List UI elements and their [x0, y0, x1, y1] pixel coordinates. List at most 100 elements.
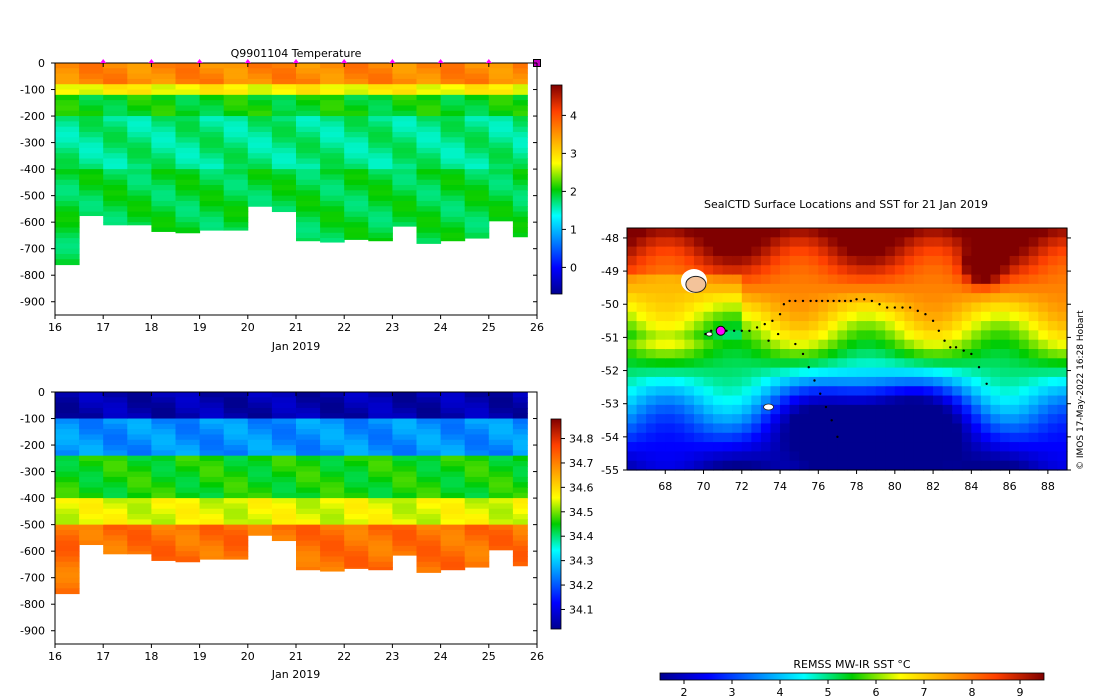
- heatmap-cell: [464, 540, 490, 547]
- sst-cell: [808, 339, 819, 350]
- sst-cell: [894, 330, 905, 341]
- sst-cell: [799, 395, 810, 406]
- sst-cell: [703, 237, 714, 248]
- heatmap-cell: [368, 63, 393, 69]
- sst-cell: [627, 349, 638, 359]
- track-point: [820, 299, 824, 303]
- heatmap-cell: [223, 503, 249, 510]
- sst-cell: [980, 330, 992, 341]
- sst-cell: [732, 432, 743, 443]
- heatmap-cell: [488, 429, 514, 435]
- heatmap-cell: [368, 84, 393, 91]
- sst-cell: [780, 283, 791, 294]
- heatmap-cell: [103, 492, 128, 499]
- heatmap-cell: [344, 407, 369, 414]
- heatmap-cell: [271, 445, 297, 451]
- sst-cell: [923, 321, 934, 331]
- sst-cell: [732, 228, 743, 238]
- island-kerguelen: [685, 275, 707, 293]
- sst-cell: [732, 311, 743, 322]
- heatmap-cell: [440, 402, 466, 409]
- heatmap-cell: [512, 116, 528, 122]
- sst-cell: [1047, 386, 1059, 397]
- heatmap-cell: [223, 455, 249, 462]
- heatmap-cell: [247, 455, 273, 462]
- heatmap-cell: [247, 492, 273, 499]
- sst-cell: [942, 376, 953, 387]
- heatmap-cell: [296, 535, 321, 542]
- sst-cell: [751, 237, 762, 248]
- sst-cell: [636, 414, 647, 425]
- heatmap-cell: [247, 476, 273, 483]
- sst-cell: [875, 330, 886, 341]
- heatmap-cell: [512, 206, 528, 213]
- heatmap-cell: [512, 153, 528, 159]
- sst-cell: [703, 255, 714, 266]
- heatmap-cell: [296, 423, 321, 430]
- heatmap-cell: [151, 179, 176, 186]
- heatmap-cell: [368, 418, 393, 425]
- sst-cell: [760, 395, 772, 406]
- sst-cell: [1057, 376, 1068, 387]
- sst-cell: [646, 404, 657, 415]
- heatmap-cell: [440, 487, 466, 494]
- heatmap-cell: [79, 535, 104, 542]
- heatmap-cell: [247, 524, 273, 531]
- sst-cell: [866, 423, 877, 434]
- heatmap-cell: [488, 466, 514, 473]
- heatmap-cell: [344, 158, 369, 165]
- heatmap-cell: [416, 105, 442, 112]
- heatmap-cell: [320, 94, 345, 101]
- heatmap-cell: [127, 545, 152, 552]
- heatmap-cell: [320, 418, 345, 425]
- sst-cell: [856, 349, 867, 359]
- sst-cell: [847, 432, 858, 443]
- salinity-y-ticks: 0-100-200-300-400-500-600-700-800-900: [20, 386, 537, 638]
- heatmap-cell: [512, 73, 528, 80]
- heatmap-cell: [127, 105, 152, 112]
- heatmap-cell: [368, 94, 393, 101]
- heatmap-cell: [344, 68, 369, 75]
- sst-cell: [885, 321, 896, 331]
- sst-cell: [827, 386, 839, 397]
- heatmap-cell: [368, 216, 393, 223]
- sst-cell: [961, 423, 972, 434]
- heatmap-cell: [344, 476, 369, 483]
- sst-cell: [1009, 349, 1020, 359]
- sst-cell: [770, 228, 781, 238]
- heatmap-cell: [79, 429, 104, 435]
- heatmap-cell: [368, 551, 393, 557]
- sst-cell: [942, 255, 953, 266]
- sst-cell: [713, 330, 724, 341]
- sst-cell: [923, 404, 934, 415]
- sst-cell: [808, 321, 819, 331]
- y-tick-label: -600: [20, 545, 45, 558]
- sst-cell: [760, 432, 772, 443]
- heatmap-cell: [55, 68, 80, 75]
- heatmap-cell: [320, 392, 345, 398]
- heatmap-cell: [127, 121, 152, 128]
- heatmap-cell: [296, 487, 321, 494]
- heatmap-cell: [223, 163, 249, 170]
- heatmap-cell: [320, 413, 345, 420]
- heatmap-cell: [368, 561, 393, 568]
- heatmap-cell: [199, 514, 225, 520]
- heatmap-cell: [127, 174, 152, 181]
- heatmap-cell: [199, 206, 225, 213]
- heatmap-cell: [320, 482, 345, 488]
- heatmap-cell: [440, 466, 466, 473]
- sst-cell: [942, 395, 953, 406]
- sst-cell: [655, 376, 666, 387]
- heatmap-cell: [247, 68, 273, 75]
- sst-cell: [760, 274, 772, 285]
- sst-cell: [894, 321, 905, 331]
- heatmap-cell: [464, 551, 490, 557]
- sst-cell: [913, 423, 925, 434]
- sst-cell: [636, 367, 647, 378]
- heatmap-cell: [344, 519, 369, 526]
- sst-colorbar-label: REMSS MW-IR SST °C: [793, 658, 911, 671]
- heatmap-cell: [199, 487, 225, 494]
- heatmap-cell: [368, 503, 393, 510]
- heatmap-cell: [296, 169, 321, 175]
